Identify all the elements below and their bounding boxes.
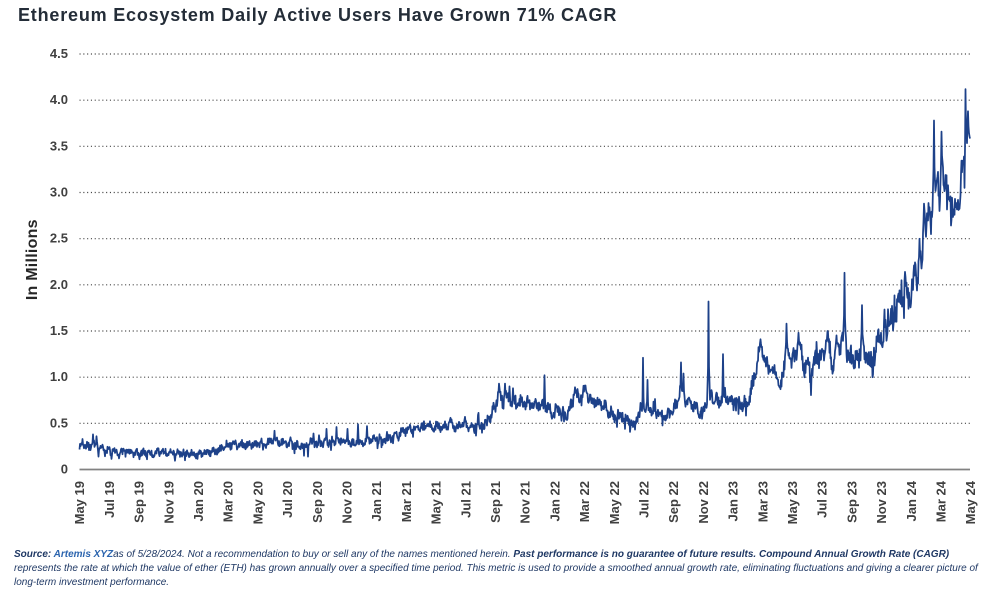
- svg-text:1.0: 1.0: [50, 369, 68, 384]
- svg-text:4.0: 4.0: [50, 92, 68, 107]
- svg-text:Sep 20: Sep 20: [310, 481, 325, 523]
- svg-text:0.5: 0.5: [50, 415, 68, 430]
- svg-text:May 22: May 22: [607, 481, 622, 524]
- svg-text:May 20: May 20: [250, 481, 265, 524]
- svg-text:In Millions: In Millions: [24, 219, 41, 300]
- svg-text:Sep 21: Sep 21: [488, 481, 503, 523]
- svg-text:May 21: May 21: [429, 481, 444, 524]
- svg-text:Jul 23: Jul 23: [815, 481, 830, 518]
- svg-text:Sep 23: Sep 23: [844, 481, 859, 523]
- svg-text:2.5: 2.5: [50, 231, 68, 246]
- svg-text:Mar 24: Mar 24: [934, 480, 949, 522]
- svg-text:Sep 22: Sep 22: [666, 481, 681, 523]
- svg-text:Jul 22: Jul 22: [637, 481, 652, 518]
- svg-text:Jul 19: Jul 19: [102, 481, 117, 518]
- svg-text:Jul 21: Jul 21: [458, 481, 473, 518]
- svg-text:Mar 21: Mar 21: [399, 481, 414, 522]
- svg-text:Jan 20: Jan 20: [191, 481, 206, 521]
- svg-text:3.0: 3.0: [50, 185, 68, 200]
- svg-text:May 23: May 23: [785, 481, 800, 524]
- svg-text:Nov 19: Nov 19: [161, 481, 176, 524]
- svg-text:1.5: 1.5: [50, 323, 68, 338]
- svg-text:Jan 22: Jan 22: [547, 481, 562, 521]
- svg-text:May 19: May 19: [72, 481, 87, 524]
- svg-text:Nov 20: Nov 20: [340, 481, 355, 524]
- svg-text:3.5: 3.5: [50, 138, 68, 153]
- svg-text:Jul 20: Jul 20: [280, 481, 295, 518]
- svg-text:May 24: May 24: [963, 480, 978, 524]
- svg-text:2.0: 2.0: [50, 277, 68, 292]
- svg-text:Jan 21: Jan 21: [369, 481, 384, 521]
- svg-text:Nov 21: Nov 21: [518, 481, 533, 524]
- svg-text:Nov 22: Nov 22: [696, 481, 711, 524]
- svg-text:Nov 23: Nov 23: [874, 481, 889, 524]
- svg-text:Jan 23: Jan 23: [726, 481, 741, 521]
- svg-text:Sep 19: Sep 19: [132, 481, 147, 523]
- svg-text:Mar 22: Mar 22: [577, 481, 592, 522]
- svg-text:Mar 23: Mar 23: [755, 481, 770, 522]
- svg-text:4.5: 4.5: [50, 46, 68, 61]
- svg-text:0: 0: [61, 462, 68, 477]
- svg-text:Mar 20: Mar 20: [221, 481, 236, 522]
- svg-text:Jan 24: Jan 24: [904, 480, 919, 521]
